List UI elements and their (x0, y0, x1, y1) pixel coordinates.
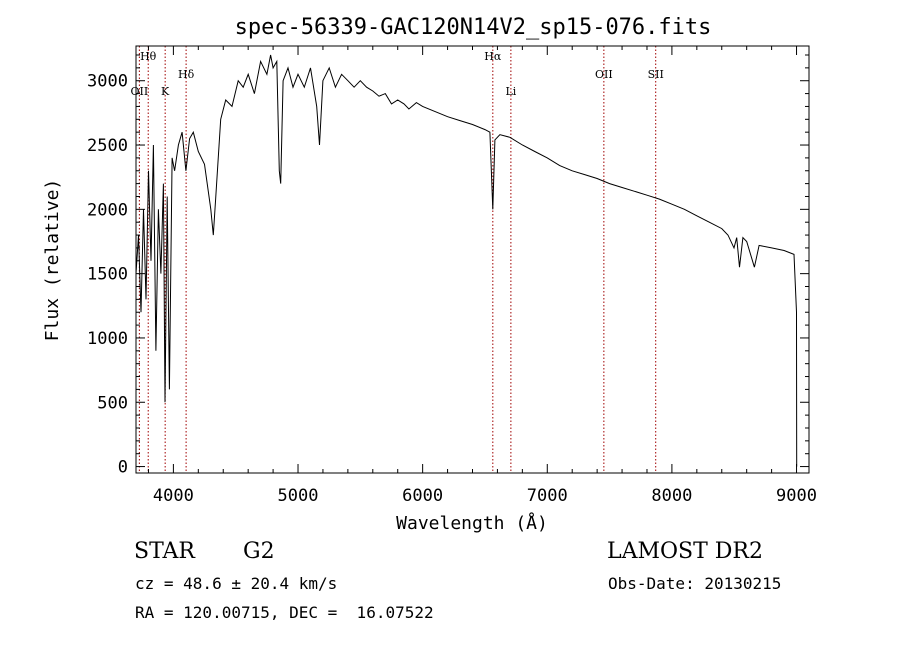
line-marker-label: OII (131, 85, 149, 98)
plot-frame (135, 45, 810, 474)
x-tick-label: 9000 (776, 486, 817, 506)
observation-date: Obs-Date: 20130215 (608, 574, 782, 593)
spectral-subclass: G2 (243, 539, 275, 564)
x-axis-label: Wavelength (Å) (396, 512, 548, 534)
line-marker-label: OII (595, 68, 613, 81)
x-tick-label: 6000 (402, 486, 443, 506)
survey-name: LAMOST DR2 (607, 539, 763, 564)
redshift-velocity: cz = 48.6 ± 20.4 km/s (135, 574, 338, 593)
chart-title: spec-56339-GAC120N14V2_sp15-076.fits (235, 15, 712, 40)
line-marker-label: Hθ (140, 50, 157, 63)
y-tick-label: 1000 (87, 329, 128, 349)
line-marker-label: K (161, 85, 170, 98)
line-marker-label: Li (505, 85, 516, 98)
x-tick-label: 7000 (527, 486, 568, 506)
y-tick-label: 500 (97, 393, 128, 413)
axis-ticks: 4000 5000 6000 7000 8000 9000 0 500 1000 1500 2000… (87, 46, 817, 506)
line-marker-label: SII (648, 68, 664, 81)
y-tick-label: 1500 (87, 265, 128, 285)
x-tick-label: 4000 (153, 486, 194, 506)
coordinates: RA = 120.00715, DEC = 16.07522 (135, 603, 434, 622)
line-marker-layer: Hθ OII K Hδ Hα Li OII SII (131, 46, 664, 473)
y-tick-label: 0 (118, 458, 128, 478)
y-tick-label: 2500 (87, 136, 128, 156)
x-tick-label: 8000 (651, 486, 692, 506)
spectrum-layer (135, 54, 798, 467)
y-tick-label: 2000 (87, 200, 128, 220)
x-tick-label: 5000 (278, 486, 319, 506)
line-marker-label: Hδ (178, 68, 195, 81)
spectral-class: STAR (134, 539, 195, 564)
spectrum-line (135, 54, 798, 467)
y-tick-label: 3000 (87, 72, 128, 92)
line-marker-label: Hα (484, 50, 502, 63)
y-axis-label: Flux (relative) (42, 179, 63, 342)
